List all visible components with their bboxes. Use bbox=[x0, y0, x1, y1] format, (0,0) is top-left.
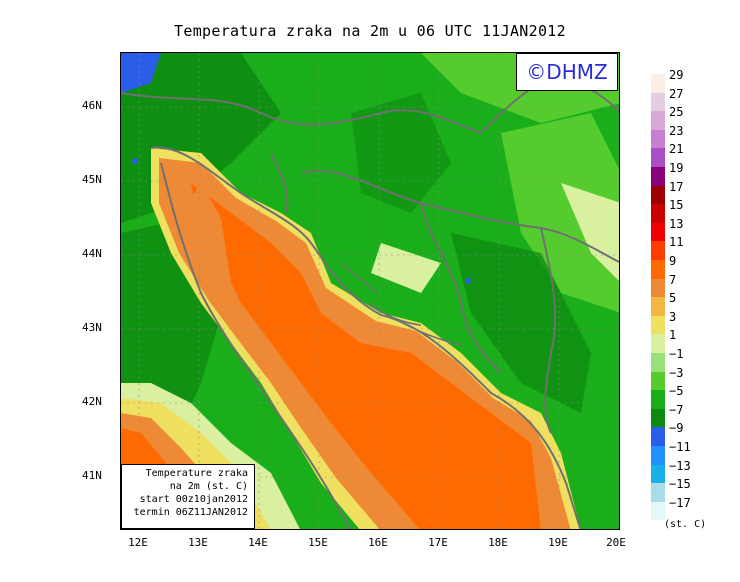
legend-label: 11 bbox=[669, 235, 684, 250]
legend-swatch bbox=[651, 390, 665, 409]
legend-label: 15 bbox=[669, 198, 684, 213]
legend-label: −15 bbox=[669, 477, 691, 492]
legend-swatch bbox=[651, 353, 665, 372]
legend-label: 17 bbox=[669, 179, 684, 194]
y-tick-42n: 42N bbox=[82, 395, 102, 408]
legend-label: 21 bbox=[669, 142, 684, 157]
legend-label: 5 bbox=[669, 291, 677, 306]
x-tick-16e: 16E bbox=[368, 536, 388, 549]
info-line-3: start 00z10jan2012 bbox=[139, 494, 248, 505]
legend-label: −17 bbox=[669, 495, 691, 510]
y-tick-44n: 44N bbox=[82, 247, 102, 260]
legend-swatch bbox=[651, 111, 665, 130]
legend-swatch bbox=[651, 408, 665, 428]
legend-swatch bbox=[651, 464, 665, 484]
legend-label: −1 bbox=[669, 347, 684, 361]
legend-label: −11 bbox=[669, 440, 691, 454]
legend-label: 3 bbox=[669, 309, 677, 324]
x-tick-14e: 14E bbox=[248, 536, 268, 549]
legend-swatch bbox=[651, 92, 665, 112]
legend-swatch bbox=[651, 241, 665, 260]
legend-swatch bbox=[651, 148, 665, 167]
legend-label: −3 bbox=[669, 365, 684, 380]
legend-swatch bbox=[651, 129, 665, 149]
legend-swatch bbox=[651, 74, 665, 93]
temperature-field bbox=[121, 53, 619, 529]
legend-label: 27 bbox=[669, 86, 684, 101]
legend-label: 29 bbox=[669, 68, 684, 82]
info-line-4: termin 06Z11JAN2012 bbox=[133, 507, 248, 518]
x-tick-17e: 17E bbox=[428, 536, 448, 549]
legend-label: 13 bbox=[669, 216, 684, 231]
legend-swatch bbox=[651, 427, 665, 446]
y-tick-46n: 46N bbox=[82, 99, 102, 112]
info-box: Temperature zraka na 2m (st. C) start 00… bbox=[121, 464, 255, 529]
legend-label: −7 bbox=[669, 402, 684, 417]
x-tick-15e: 15E bbox=[308, 536, 328, 549]
y-tick-43n: 43N bbox=[82, 321, 102, 334]
legend-label: −13 bbox=[669, 458, 691, 473]
legend-label: 9 bbox=[669, 254, 677, 268]
temperature-map bbox=[120, 52, 620, 530]
info-line-1: Temperature zraka bbox=[145, 468, 248, 479]
legend-swatch bbox=[651, 260, 665, 279]
x-tick-19e: 19E bbox=[548, 536, 568, 549]
legend-label: 25 bbox=[669, 105, 684, 120]
x-tick-12e: 12E bbox=[128, 536, 148, 549]
y-tick-41n: 41N bbox=[82, 469, 102, 482]
legend-label: 23 bbox=[669, 123, 684, 138]
legend-label: 1 bbox=[669, 328, 677, 343]
legend-swatch bbox=[651, 371, 665, 391]
legend-unit: (st. C) bbox=[664, 519, 707, 530]
y-tick-45n: 45N bbox=[82, 173, 102, 186]
legend-swatch bbox=[651, 501, 665, 521]
info-line-2: na 2m (st. C) bbox=[169, 481, 248, 492]
legend-label: 7 bbox=[669, 272, 677, 287]
x-tick-13e: 13E bbox=[188, 536, 208, 549]
legend-swatch bbox=[651, 315, 665, 335]
legend-swatch bbox=[651, 297, 665, 316]
dhmz-watermark: ©DHMZ bbox=[516, 53, 618, 91]
legend-label: 19 bbox=[669, 161, 684, 175]
map-title: Temperatura zraka na 2m u 06 UTC 11JAN20… bbox=[174, 22, 566, 40]
legend-swatch bbox=[651, 483, 665, 502]
legend-swatch bbox=[651, 204, 665, 223]
legend-swatch bbox=[651, 446, 665, 465]
legend-label: −5 bbox=[669, 384, 684, 399]
legend-swatch bbox=[651, 185, 665, 205]
legend-swatch bbox=[651, 222, 665, 242]
x-tick-18e: 18E bbox=[488, 536, 508, 549]
legend-label: −9 bbox=[669, 421, 684, 436]
x-tick-20e: 20E bbox=[606, 536, 626, 549]
legend-swatch bbox=[651, 167, 665, 186]
legend-swatch bbox=[651, 278, 665, 298]
legend-swatch bbox=[651, 334, 665, 353]
